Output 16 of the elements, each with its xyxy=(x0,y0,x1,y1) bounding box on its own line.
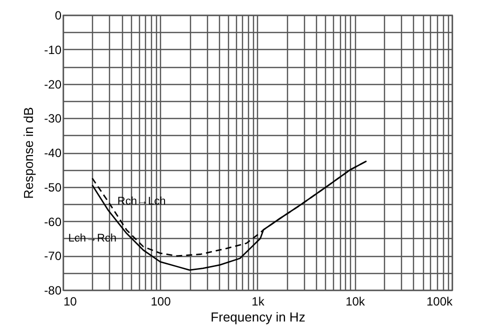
y-tick-label: -10 xyxy=(44,42,62,57)
y-axis-title: Response in dB xyxy=(21,107,36,199)
y-tick-label: 0 xyxy=(54,8,62,22)
x-axis-title: Frequency in Hz xyxy=(210,310,306,324)
x-tick-label: 100 xyxy=(150,294,172,308)
x-tick-label: 100k xyxy=(426,294,454,308)
x-tick-label: 1k xyxy=(252,294,266,308)
y-tick-label: -30 xyxy=(44,112,62,126)
y-tick-label: -50 xyxy=(44,180,62,194)
y-tick-label: -20 xyxy=(44,77,62,92)
y-tick-label: -60 xyxy=(44,214,62,229)
y-tick-label: -40 xyxy=(44,146,62,160)
x-tick-label: 10 xyxy=(64,294,78,308)
y-tick-label: -70 xyxy=(44,249,62,264)
y-tick-label: -80 xyxy=(44,284,62,298)
x-tick-label: 10k xyxy=(346,294,366,308)
